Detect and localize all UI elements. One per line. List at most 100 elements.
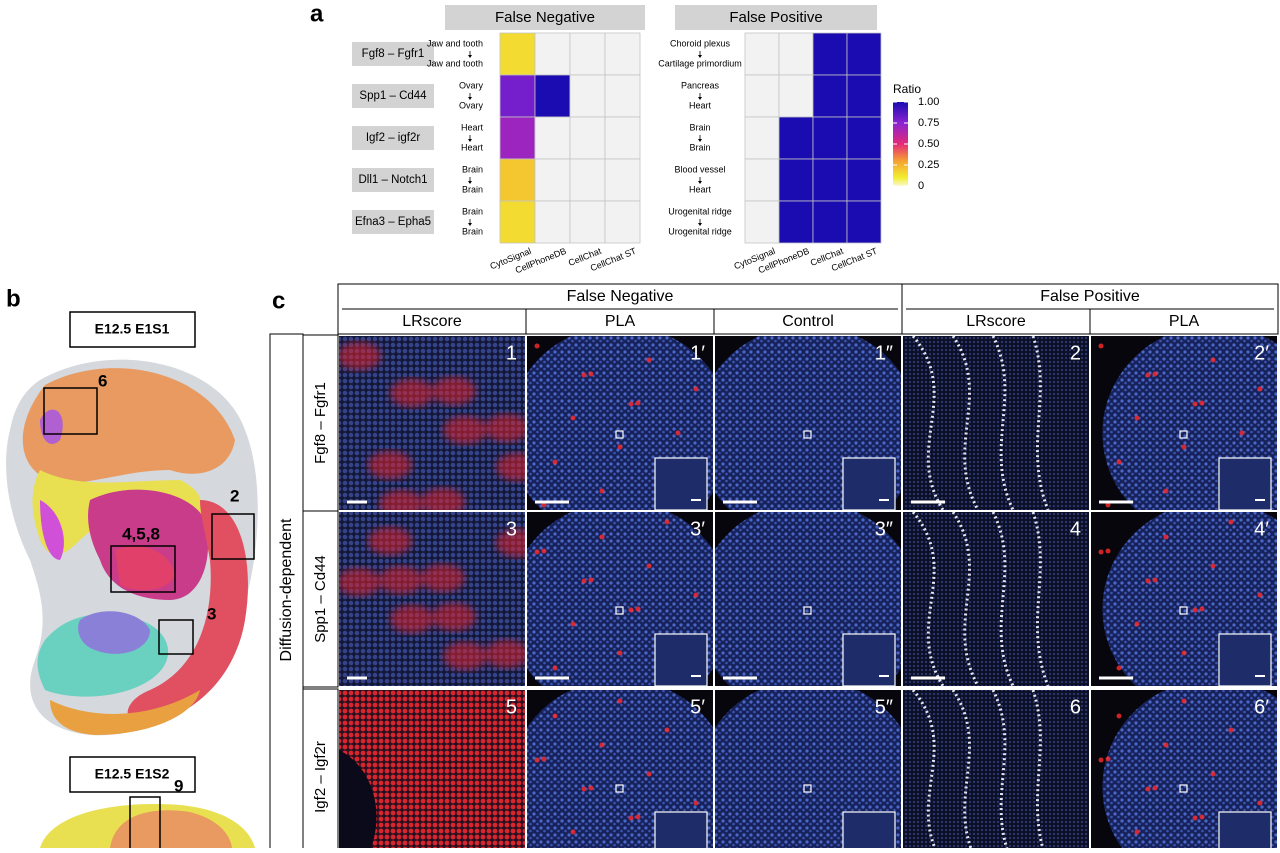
pla-signal (617, 444, 623, 450)
pla-signal (628, 815, 634, 821)
signal (390, 605, 434, 633)
pla-signal (541, 756, 547, 762)
tile-label: 2 (1070, 342, 1081, 364)
pla-signal (570, 415, 576, 421)
source-label: Ovary (459, 80, 484, 90)
roi-box (615, 784, 624, 793)
signal (485, 414, 525, 442)
pla-signal (1181, 650, 1187, 656)
arrow-head (468, 97, 472, 100)
pla-signal (1181, 698, 1187, 704)
pla-signal (1134, 415, 1140, 421)
column-header: PLA (605, 313, 636, 330)
legend-tick-label: 1.00 (918, 96, 939, 108)
pla-signal (541, 502, 547, 508)
heatmap-cell (499, 74, 536, 118)
pla-signal (1199, 814, 1205, 820)
roi-box (615, 430, 624, 439)
heatmap-title: False Positive (729, 9, 822, 26)
pla-signal (1145, 578, 1151, 584)
target-label: Heart (461, 142, 484, 152)
row-label-frame (302, 510, 339, 688)
heatmap-cell (499, 200, 536, 244)
heatmap-cell (812, 200, 848, 244)
heatmap-title: False Negative (495, 9, 595, 26)
spot-trace (911, 336, 945, 510)
arrow-head (698, 55, 702, 58)
row-label-frame (302, 688, 339, 853)
pla-signal (552, 665, 558, 671)
inset (654, 811, 708, 853)
signal (379, 566, 423, 594)
source-label: Jaw and tooth (427, 38, 483, 48)
micrograph (1091, 512, 1277, 686)
pla-signal (1163, 534, 1169, 540)
region-box (158, 619, 194, 655)
pla-signal (581, 372, 587, 378)
pla-signal (693, 800, 699, 806)
pla-signal (628, 401, 634, 407)
pla-signal (534, 757, 540, 763)
pla-signal (675, 430, 681, 436)
micrograph (715, 512, 901, 686)
pla-signal (552, 713, 558, 719)
target-label: Brain (462, 226, 483, 236)
heatmap-cell (569, 116, 606, 160)
embryo-section-2 (40, 804, 255, 848)
legend-title: Ratio (893, 82, 921, 96)
heatmap-cell (778, 158, 814, 202)
pair-label-box (352, 84, 434, 108)
tile-label: 5′ (690, 696, 705, 718)
heatmap-cell (534, 32, 571, 76)
pla-signal (1192, 401, 1198, 407)
pla-signal (1134, 621, 1140, 627)
tile-label: 4 (1070, 518, 1081, 540)
heatmap-cell (744, 32, 780, 76)
region-label: 9 (174, 776, 183, 795)
inset (654, 457, 708, 510)
panel-label: b (6, 285, 21, 312)
signal (339, 342, 381, 370)
legend-tick-label: 0.50 (918, 138, 939, 150)
heatmap-cell (499, 158, 536, 202)
arrow-head (698, 181, 702, 184)
heatmap-cell (569, 200, 606, 244)
region-label: 2 (230, 486, 239, 505)
region-box (43, 387, 98, 435)
heatmap-cell (534, 74, 571, 118)
heatmap-cell (569, 158, 606, 202)
heatmap-title-box (445, 5, 645, 30)
inset (842, 811, 896, 853)
row-label: Igf2 – Igf2r (312, 741, 329, 813)
pair-label: Fgf8 – Fgfr1 (362, 48, 425, 60)
target-label: Brain (462, 184, 483, 194)
pla-signal (599, 488, 605, 494)
signal (368, 527, 412, 555)
pla-signal (581, 578, 587, 584)
inset (842, 457, 896, 510)
pla-signal (693, 386, 699, 392)
inset (1218, 457, 1272, 510)
pair-label: Igf2 – igf2r (366, 132, 421, 144)
target-label: Cartilage primordium (658, 58, 742, 68)
pair-label: Spp1 – Cd44 (359, 90, 427, 102)
pla-signal (1152, 577, 1158, 583)
inset (1218, 633, 1272, 686)
pla-signal (534, 549, 540, 555)
region-box (211, 513, 255, 560)
pla-signal (1105, 756, 1111, 762)
pla-signal (1257, 386, 1263, 392)
column-header: LRscore (966, 313, 1026, 330)
tile-label: 3 (506, 518, 517, 540)
heatmap-cell (604, 74, 641, 118)
inset (654, 633, 708, 686)
pla-signal (1181, 444, 1187, 450)
pla-signal (1145, 786, 1151, 792)
arrow-head (468, 181, 472, 184)
pla-signal (1105, 502, 1111, 508)
pair-label: Efna3 – Epha5 (355, 216, 431, 228)
heatmap-cell (812, 158, 848, 202)
micrograph (1091, 690, 1277, 853)
pla-signal (1098, 343, 1104, 349)
pla-signal (1134, 829, 1140, 835)
